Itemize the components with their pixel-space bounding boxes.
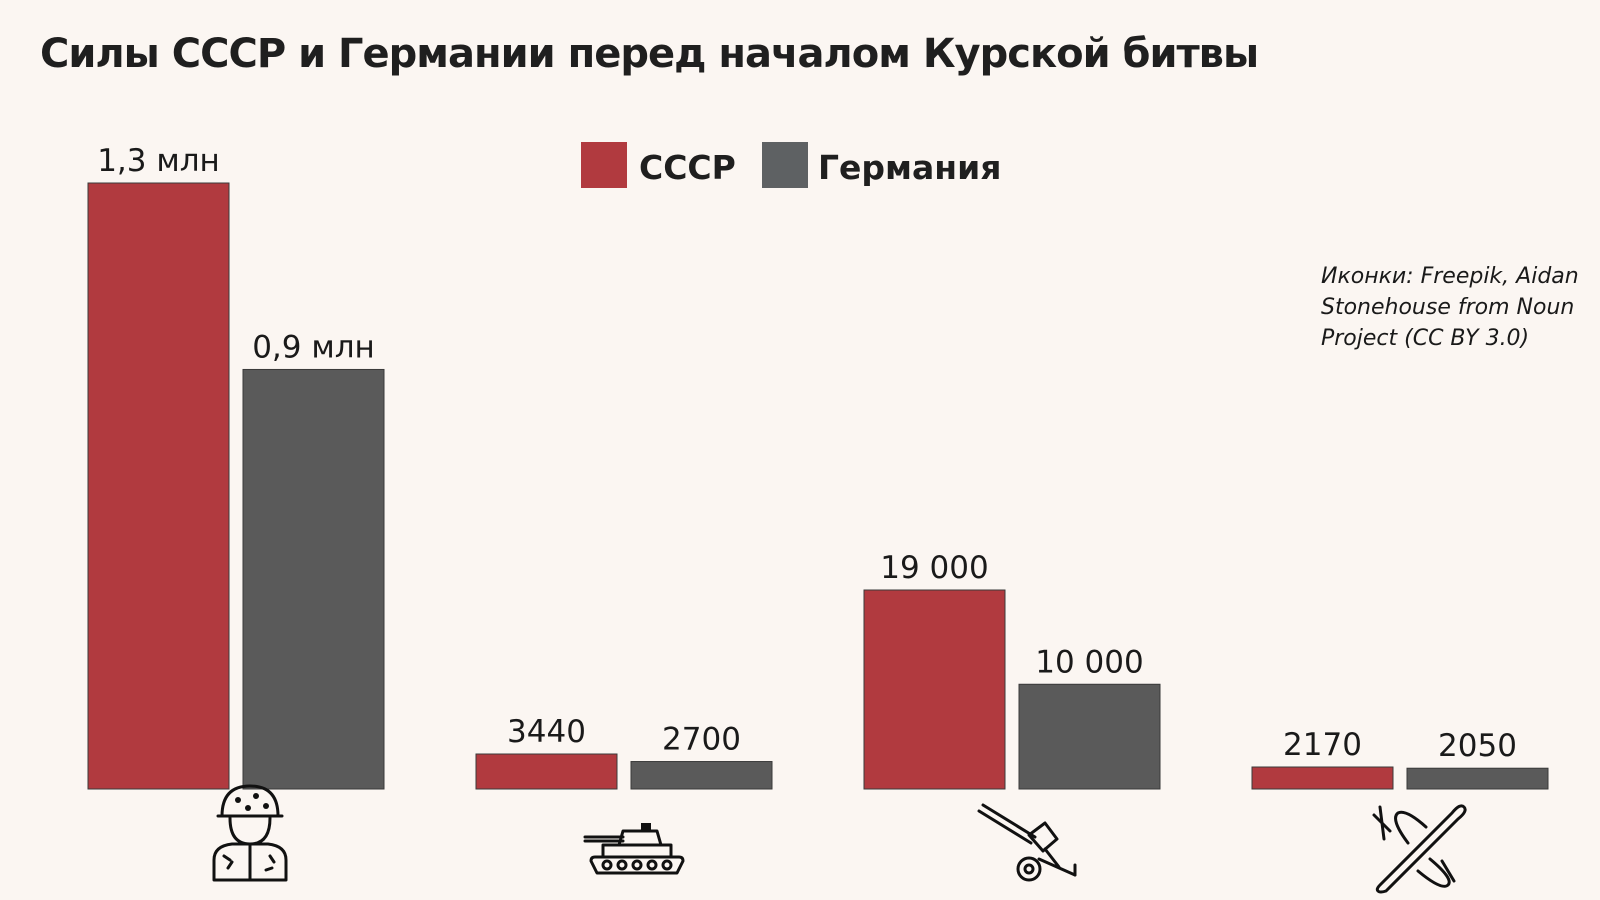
legend-label-ussr: СССР [639, 148, 736, 187]
value-labels-group: 1,3 млн 0,9 млн 3440 2700 19 000 10 000 2170 20… [97, 143, 1517, 764]
chart-title: Силы СССР и Германии перед началом Курск… [40, 31, 1258, 77]
value-label-ussr-3: 2170 [1283, 727, 1362, 763]
credit-line-2: Stonehouse from Noun [1321, 295, 1574, 320]
fighter-plane-icon [1372, 804, 1467, 894]
icon-credit: Иконки: Freepik, Aidan Stonehouse from N… [1321, 264, 1579, 351]
tank-icon [583, 823, 685, 875]
credit-line-3: Project (CC BY 3.0) [1321, 326, 1529, 351]
legend-swatch-ussr [581, 142, 627, 188]
bar-germany-0 [242, 368, 385, 790]
bar-germany-2 [1018, 683, 1161, 790]
bar-germany-1 [630, 761, 773, 790]
value-label-ussr-1: 3440 [507, 714, 586, 750]
value-label-germany-2: 10 000 [1035, 644, 1143, 680]
value-label-ussr-2: 19 000 [880, 550, 988, 586]
bar-germany-3 [1406, 767, 1549, 790]
value-label-germany-3: 2050 [1438, 728, 1517, 764]
bar-ussr-3 [1251, 766, 1394, 790]
value-label-ussr-0: 1,3 млн [97, 143, 220, 179]
value-label-germany-1: 2700 [662, 722, 741, 758]
bar-ussr-2 [863, 589, 1006, 790]
bar-ussr-1 [475, 753, 618, 790]
credit-line-1: Иконки: Freepik, Aidan [1321, 264, 1579, 289]
bar-ussr-0 [87, 182, 230, 790]
bars-group [87, 182, 1549, 790]
legend-swatch-germany [762, 142, 808, 188]
legend-label-germany: Германия [818, 148, 1001, 187]
artillery-gun-icon [977, 803, 1077, 882]
value-label-germany-0: 0,9 млн [252, 329, 375, 365]
soldier-icon [212, 784, 288, 882]
legend: СССР Германия [581, 142, 1001, 188]
